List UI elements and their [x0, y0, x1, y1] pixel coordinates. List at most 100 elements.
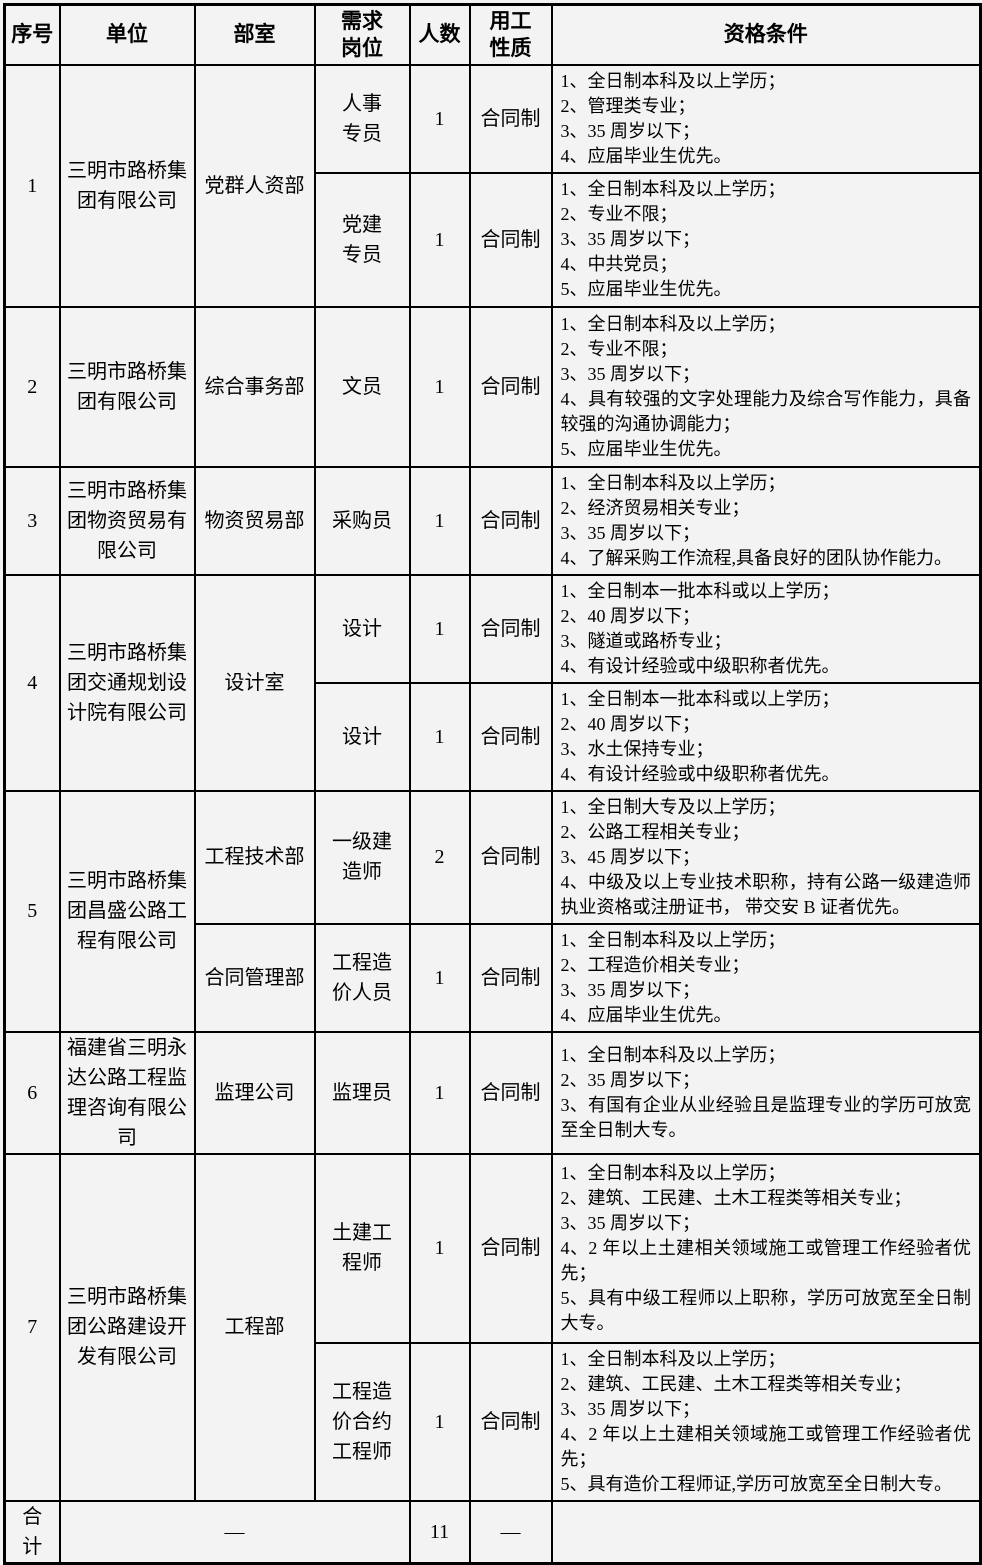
headcount-cell: 1 — [408, 1030, 471, 1155]
requirements-cell: 1、全日制本科及以上学历； 2、35 周岁以下； 3、有国有企业从业经验且是监理… — [550, 1030, 982, 1155]
headcount-cell: 1 — [408, 1341, 471, 1502]
total-row: 合计 — 11 — — [3, 1499, 982, 1565]
requirements-cell: 1、全日制本科及以上学历； 2、专业不限； 3、35 周岁以下； 4、中共党员；… — [550, 171, 982, 308]
requirement-line: 4、有设计经验或中级职称者优先。 — [560, 763, 840, 784]
requirements-cell: 1、全日制本科及以上学历； 2、建筑、工民建、土木工程类等相关专业； 3、35 … — [550, 1152, 982, 1344]
requirement-line: 3、35 周岁以下； — [560, 229, 701, 249]
header-cell-position: 需求岗位 — [313, 3, 411, 66]
job-row: 5 三明市路桥集团昌盛公路工程有限公司 工程技术部 一级建 造师 2 合同制 1… — [3, 789, 982, 1033]
employment-type-cell: 合同制 — [468, 1152, 553, 1344]
job-row: 1 三明市路桥集团有限公司 党群人资部 人事 专员 1 合同制 1、全日制本科及… — [3, 63, 982, 308]
position-cell: 工程造 价人员 — [313, 922, 411, 1033]
job-row: 4 三明市路桥集团交通规划设计院有限公司 设计室 设计 1 合同制 1、全日制本… — [3, 573, 982, 792]
requirement-line: 4、了解采购工作流程,具备良好的团队协作能力。 — [560, 547, 953, 568]
header-cell-type: 用工性质 — [468, 3, 553, 66]
job-row: 7 三明市路桥集团公路建设开发有限公司 工程部 土建工 程师 1 合同制 1、全… — [3, 1152, 982, 1502]
headcount-cell: 1 — [408, 465, 471, 576]
job-row: 合同管理部 工程造 价人员 1 合同制 1、全日制本科及以上学历； 2、工程造价… — [5, 922, 982, 1033]
requirement-line: 2、公路工程相关专业； — [560, 821, 750, 842]
requirement-line: 1、全日制本科及以上学历； — [560, 929, 786, 950]
requirement-line: 5、具有造价工程师证,学历可放宽至全日制大专。 — [560, 1473, 953, 1494]
requirement-line: 2、管理类专业； — [560, 95, 696, 116]
requirement-line: 1、全日制本科及以上学历； — [560, 472, 786, 493]
unit-cell: 三明市路桥集团有限公司 — [58, 63, 196, 308]
requirement-line: 4、应届毕业生优先。 — [560, 145, 732, 166]
requirement-line: 3、45 周岁以下； — [560, 846, 701, 867]
header-cell-unit: 单位 — [58, 3, 196, 66]
headcount-cell: 1 — [408, 63, 471, 174]
recruitment-table: 序号 单位 部室 需求岗位 人数 用工性质 资格条件 1 三明市路桥集团有限公司… — [3, 3, 982, 1565]
requirement-line: 1、全日制本科及以上学历； — [560, 1162, 786, 1183]
position-cell: 一级建 造师 — [313, 789, 411, 925]
serial-cell: 7 — [3, 1152, 61, 1502]
requirement-line: 4、具有较强的文字处理能力及综合写作能力，具备较强的沟通协调能力； — [560, 388, 972, 434]
requirement-line: 5、应届毕业生优先。 — [560, 279, 732, 299]
requirement-line: 1、全日制大专及以上学历； — [560, 796, 786, 817]
serial-cell: 3 — [3, 465, 61, 576]
dept-cell: 综合事务部 — [193, 305, 316, 468]
header-row: 序号 单位 部室 需求岗位 人数 用工性质 资格条件 — [3, 3, 982, 66]
headcount-cell: 1 — [408, 681, 471, 792]
requirements-cell: 1、全日制本一批本科或以上学历； 2、40 周岁以下； 3、水土保持专业； 4、… — [550, 681, 982, 792]
serial-cell: 6 — [3, 1030, 61, 1155]
position-cell: 人事 专员 — [313, 63, 411, 174]
headcount-cell: 1 — [408, 573, 471, 684]
requirement-line: 2、工程造价相关专业； — [560, 954, 750, 975]
header-cell-serial: 序号 — [3, 3, 61, 66]
position-cell: 设计 — [313, 573, 411, 684]
requirement-line: 2、经济贸易相关专业； — [560, 497, 750, 518]
employment-type-cell: 合同制 — [468, 1341, 553, 1502]
serial-cell: 4 — [3, 573, 61, 792]
requirements-cell: 1、全日制本科及以上学历； 2、建筑、工民建、土木工程类等相关专业； 3、35 … — [550, 1341, 982, 1502]
requirement-line: 2、建筑、工民建、土木工程类等相关专业； — [560, 1187, 912, 1208]
dept-cell: 监理公司 — [193, 1030, 316, 1155]
position-cell: 采购员 — [313, 465, 411, 576]
total-requirements-empty-cell — [550, 1499, 982, 1565]
requirement-line: 1、全日制本科及以上学历； — [560, 1348, 786, 1369]
requirement-line: 1、全日制本一批本科或以上学历； — [560, 688, 840, 709]
total-headcount-cell: 11 — [408, 1499, 471, 1565]
requirement-line: 4、有设计经验或中级职称者优先。 — [560, 655, 840, 676]
requirements-cell: 1、全日制本科及以上学历； 2、经济贸易相关专业； 3、35 周岁以下； 4、了… — [550, 465, 982, 576]
employment-type-cell: 合同制 — [468, 681, 553, 792]
headcount-cell: 2 — [408, 789, 471, 925]
requirement-line: 2、40 周岁以下； — [560, 605, 701, 626]
employment-type-cell: 合同制 — [468, 465, 553, 576]
requirement-line: 1、全日制本科及以上学历； — [560, 179, 786, 199]
requirement-line: 3、35 周岁以下； — [560, 522, 701, 543]
requirement-line: 4、2 年以上土建相关领域施工或管理工作经验者优先； — [560, 1237, 972, 1283]
job-row: 2 三明市路桥集团有限公司 综合事务部 文员 1 合同制 1、全日制本科及以上学… — [3, 305, 982, 468]
total-unit-dash-cell: — — [58, 1499, 411, 1565]
requirement-line: 1、全日制本一批本科或以上学历； — [560, 580, 840, 601]
requirements-cell: 1、全日制本科及以上学历； 2、专业不限； 3、35 周岁以下； 4、具有较强的… — [550, 305, 982, 468]
unit-cell: 三明市路桥集团昌盛公路工程有限公司 — [58, 789, 196, 1033]
requirement-line: 4、2 年以上土建相关领域施工或管理工作经验者优先； — [560, 1423, 972, 1469]
position-cell: 监理员 — [313, 1030, 411, 1155]
header-cell-count: 人数 — [408, 3, 471, 66]
requirements-cell: 1、全日制大专及以上学历； 2、公路工程相关专业； 3、45 周岁以下； 4、中… — [550, 789, 982, 925]
requirement-line: 4、中共党员； — [560, 254, 678, 274]
requirement-line: 3、隧道或路桥专业； — [560, 630, 732, 651]
dept-cell: 党群人资部 — [193, 63, 316, 308]
requirement-line: 5、具有中级工程师以上职称，学历可放宽至全日制大专。 — [560, 1287, 972, 1333]
employment-type-cell: 合同制 — [468, 63, 553, 174]
job-row: 设计 1 合同制 1、全日制本一批本科或以上学历； 2、40 周岁以下； 3、水… — [5, 681, 982, 792]
unit-cell: 三明市路桥集团公路建设开发有限公司 — [58, 1152, 196, 1502]
headcount-cell: 1 — [408, 922, 471, 1033]
unit-cell: 三明市路桥集团有限公司 — [58, 305, 196, 468]
requirement-line: 1、全日制本科及以上学历； — [560, 313, 786, 334]
header-position-label: 需求岗位 — [341, 9, 383, 60]
requirement-line: 3、35 周岁以下； — [560, 979, 701, 1000]
headcount-cell: 1 — [408, 1152, 471, 1344]
job-row: 党建 专员 1 合同制 1、全日制本科及以上学历； 2、专业不限； 3、35 周… — [5, 171, 982, 308]
employment-type-cell: 合同制 — [468, 922, 553, 1033]
employment-type-cell: 合同制 — [468, 573, 553, 684]
requirement-line: 3、35 周岁以下； — [560, 120, 701, 141]
headcount-cell: 1 — [408, 305, 471, 468]
dept-cell: 工程技术部 — [193, 789, 316, 925]
employment-type-cell: 合同制 — [468, 789, 553, 925]
dept-cell: 设计室 — [193, 573, 316, 792]
requirement-line: 3、35 周岁以下； — [560, 363, 701, 384]
dept-cell: 合同管理部 — [193, 922, 316, 1033]
